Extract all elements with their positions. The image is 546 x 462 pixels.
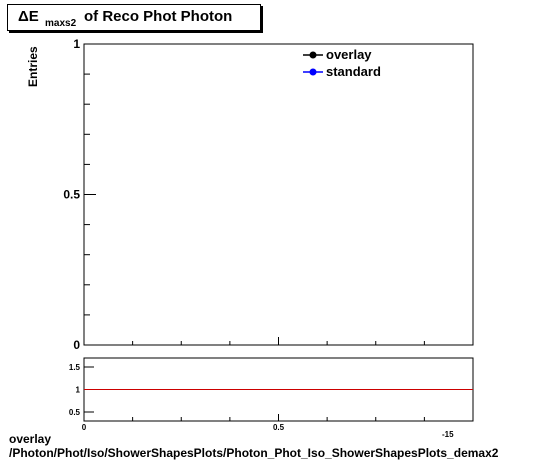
ratio-x-tick-label: 0.5	[273, 423, 285, 432]
ratio-y-tick-label: 1	[76, 386, 81, 395]
title-text: of Reco Phot Photon	[84, 8, 233, 25]
y-tick-label: 1	[73, 37, 80, 51]
legend-label-standard: standard	[326, 64, 381, 79]
title-symbol: ΔE	[18, 8, 39, 25]
main-plot-frame	[83, 43, 474, 346]
ratio-y-tick-label: 0.5	[69, 408, 81, 417]
x-axis-exponent-label: -15	[442, 430, 454, 439]
legend-marker-overlay	[309, 51, 317, 59]
ratio-y-tick-label: 1.5	[69, 363, 81, 372]
legend: overlay standard	[303, 47, 381, 79]
footer-mode-label: overlay	[9, 432, 52, 446]
ratio-panel: 0.511.5 0 0.5 -15	[69, 357, 474, 439]
ratio-x-tick-label: 0	[82, 423, 87, 432]
y-tick-label: 0	[73, 338, 80, 352]
legend-label-overlay: overlay	[326, 47, 372, 62]
y-axis-label: Entries	[26, 46, 40, 87]
title-subscript: maxs2	[45, 18, 77, 29]
y-tick-label: 0.5	[63, 188, 80, 202]
legend-marker-standard	[309, 68, 317, 76]
main-panel: 0 0.5 1 Entries overlay standard	[26, 37, 474, 352]
histogram-title: ΔE maxs2 of Reco Phot Photon	[7, 4, 261, 31]
footer-histogram-path: /Photon/Phot/Iso/ShowerShapesPlots/Photo…	[9, 446, 499, 460]
